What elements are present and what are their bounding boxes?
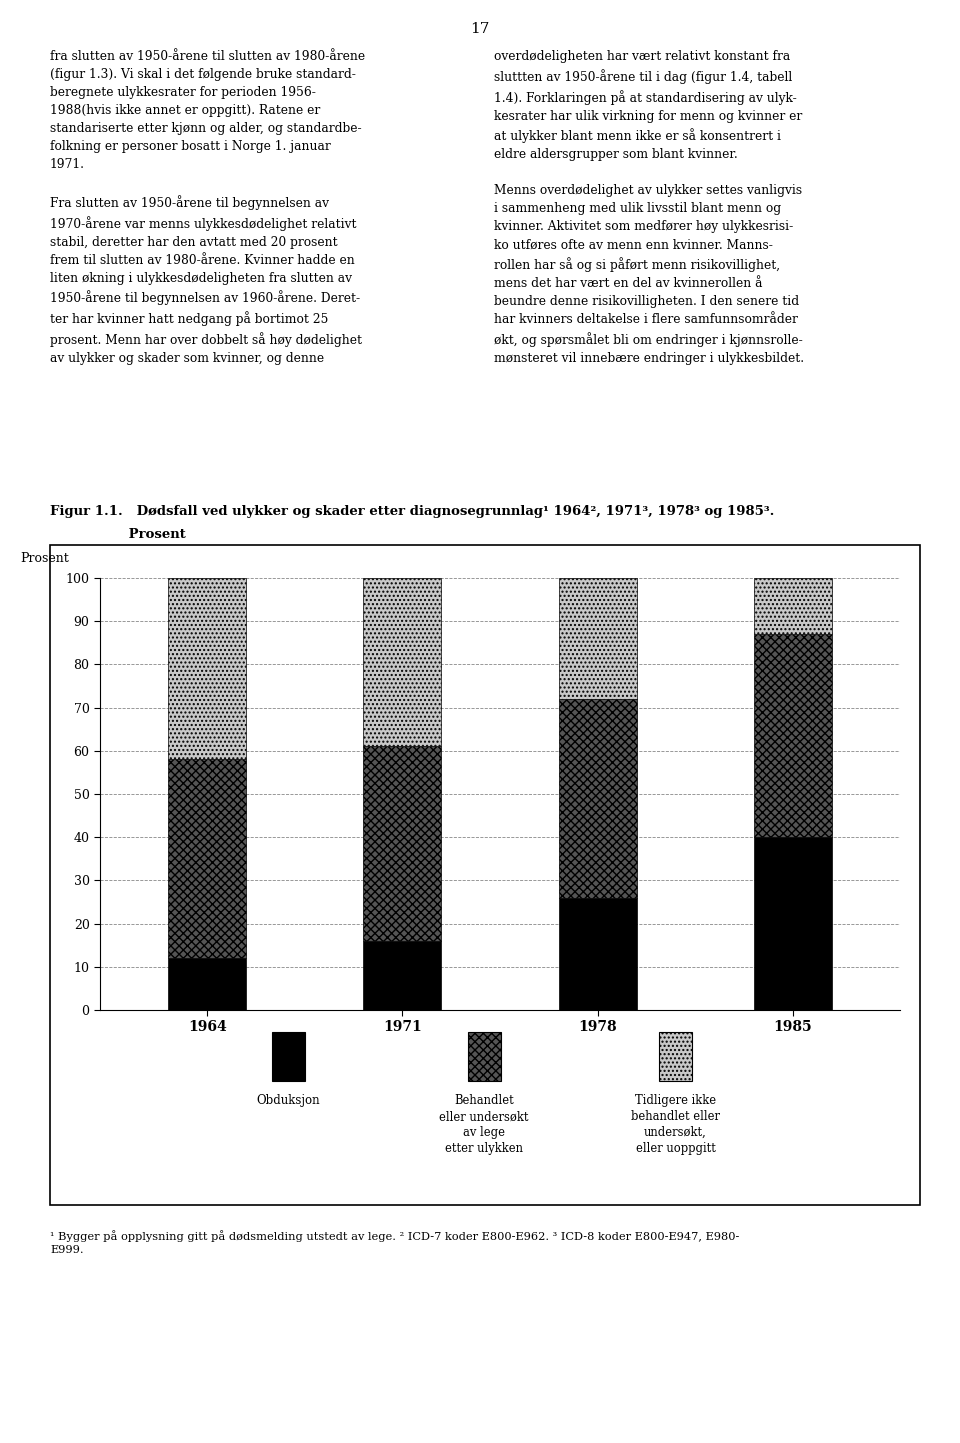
- Bar: [754, 579, 831, 633]
- Text: Behandlet
eller undersøkt
av lege
etter ulykken: Behandlet eller undersøkt av lege etter …: [440, 1094, 529, 1156]
- Bar: [559, 898, 636, 1010]
- Text: ¹ Bygger på opplysning gitt på dødsmelding utstedt av lege. ² ICD-7 koder E800-E: ¹ Bygger på opplysning gitt på dødsmeldi…: [50, 1229, 739, 1255]
- Text: Figur 1.1.   Dødsfall ved ulykker og skader etter diagnosegrunnlag¹ 1964², 1971³: Figur 1.1. Dødsfall ved ulykker og skade…: [50, 505, 775, 518]
- Bar: [364, 746, 442, 941]
- Bar: [659, 1032, 692, 1081]
- Text: Prosent: Prosent: [50, 528, 185, 541]
- Text: fra slutten av 1950-årene til slutten av 1980-årene
(figur 1.3). Vi skal i det f: fra slutten av 1950-årene til slutten av…: [50, 51, 365, 365]
- Bar: [559, 698, 636, 898]
- Text: Obduksjon: Obduksjon: [256, 1094, 321, 1107]
- Text: overdødeligheten har vært relativt konstant fra
sluttten av 1950-årene til i dag: overdødeligheten har vært relativt konst…: [494, 51, 804, 365]
- Bar: [754, 837, 831, 1010]
- Bar: [754, 633, 831, 837]
- Bar: [168, 958, 247, 1010]
- Bar: [364, 941, 442, 1010]
- Bar: [468, 1032, 501, 1081]
- Bar: [168, 579, 247, 759]
- Text: 17: 17: [470, 22, 490, 36]
- Text: Prosent: Prosent: [20, 553, 69, 566]
- Bar: [364, 579, 442, 746]
- Bar: [272, 1032, 305, 1081]
- Bar: [168, 759, 247, 958]
- Bar: [559, 579, 636, 698]
- Text: Tidligere ikke
behandlet eller
undersøkt,
eller uoppgitt: Tidligere ikke behandlet eller undersøkt…: [631, 1094, 720, 1156]
